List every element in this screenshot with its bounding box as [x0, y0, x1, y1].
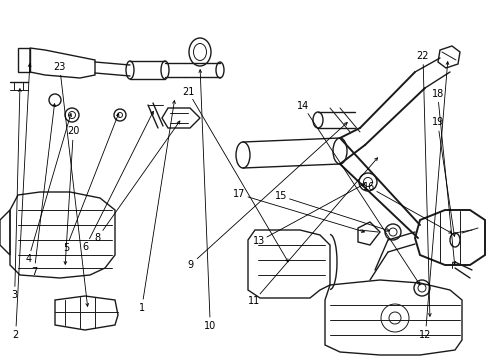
Text: 21: 21	[182, 87, 194, 97]
Text: 19: 19	[430, 117, 443, 127]
Text: 4: 4	[25, 254, 31, 264]
Text: 20: 20	[67, 126, 80, 136]
Text: 12: 12	[418, 330, 431, 340]
Text: 1: 1	[139, 303, 144, 313]
Text: 17: 17	[233, 189, 245, 199]
Text: 16: 16	[362, 182, 375, 192]
Text: 13: 13	[252, 236, 265, 246]
Text: 23: 23	[53, 62, 66, 72]
Text: 8: 8	[95, 233, 101, 243]
Text: 10: 10	[203, 321, 216, 331]
Text: 6: 6	[82, 242, 88, 252]
Text: 9: 9	[187, 260, 193, 270]
Text: 22: 22	[416, 51, 428, 61]
Text: 7: 7	[31, 267, 37, 277]
Text: 2: 2	[13, 330, 19, 340]
Text: 15: 15	[274, 191, 287, 201]
Text: 14: 14	[296, 101, 309, 111]
Text: 3: 3	[12, 290, 18, 300]
Text: 11: 11	[247, 296, 260, 306]
Text: 5: 5	[63, 243, 69, 253]
Text: 18: 18	[430, 89, 443, 99]
